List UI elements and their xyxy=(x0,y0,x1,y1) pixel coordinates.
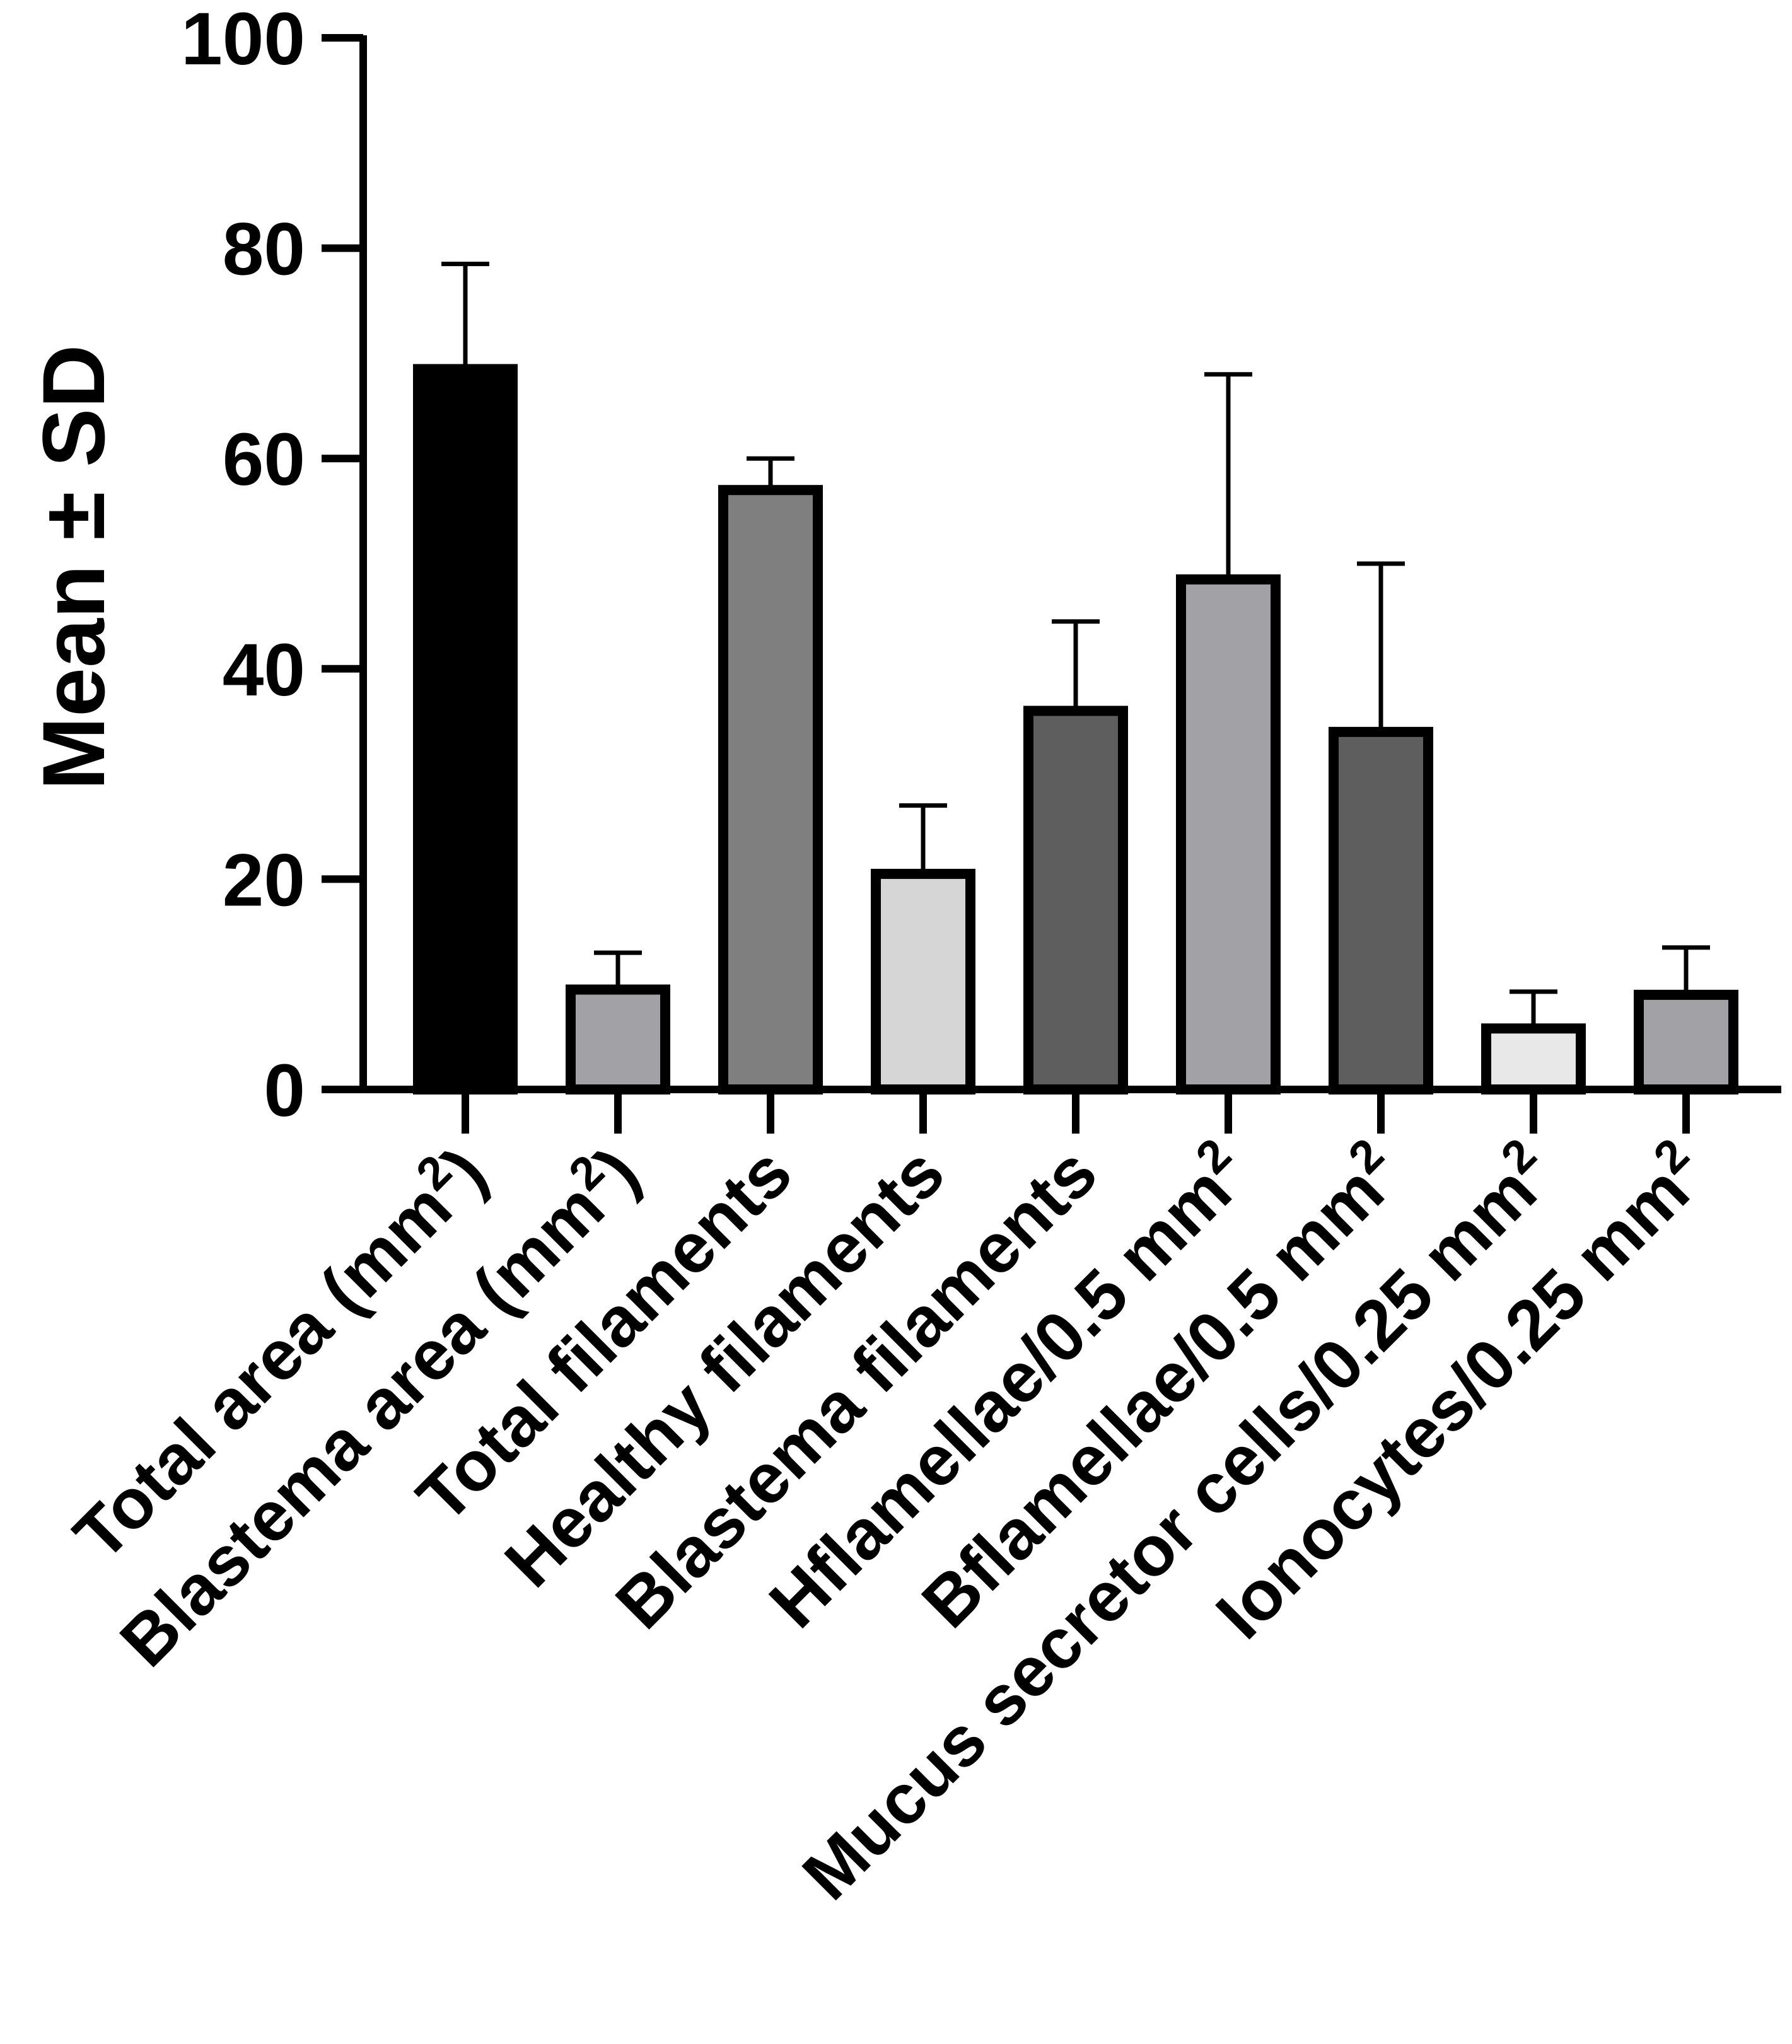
y-tick-label: 40 xyxy=(223,629,305,712)
bars-group xyxy=(413,364,1738,1095)
y-tick-label: 100 xyxy=(181,0,305,81)
bar xyxy=(1176,574,1281,1095)
y-ticks-group: 0 20 40 60 80 100 xyxy=(181,0,363,1132)
y-tick-label: 60 xyxy=(223,418,305,501)
y-tick-label: 80 xyxy=(223,208,305,291)
y-tick-label: 0 xyxy=(264,1049,305,1132)
error-bars-group xyxy=(441,262,1710,1029)
y-axis-title: Mean ± SD xyxy=(24,345,123,791)
x-ticks-group xyxy=(462,1089,1690,1134)
y-tick-label: 20 xyxy=(223,839,305,922)
bar xyxy=(1634,989,1738,1095)
bar xyxy=(1023,706,1128,1095)
bar xyxy=(1481,1023,1586,1095)
bar xyxy=(871,869,975,1095)
axes-group xyxy=(359,35,1781,1093)
bar xyxy=(413,364,518,1095)
bar xyxy=(718,485,823,1095)
y-axis-title-group: Mean ± SD xyxy=(24,345,123,791)
bar xyxy=(1329,726,1433,1095)
bar xyxy=(566,984,670,1095)
x-labels-group: Total area (mm2)Blastema area (mm2)Total… xyxy=(59,1129,1722,1915)
